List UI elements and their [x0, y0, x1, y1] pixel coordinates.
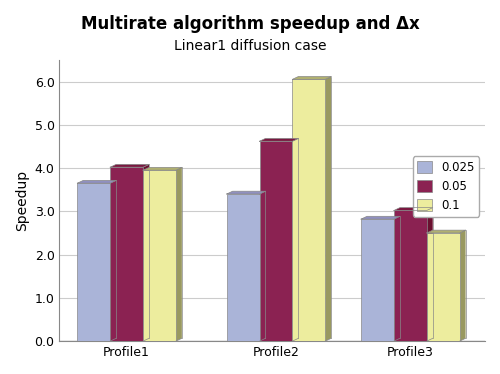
Legend: 0.025, 0.05, 0.1: 0.025, 0.05, 0.1 — [412, 156, 479, 217]
Bar — [226, 194, 260, 341]
Bar — [110, 167, 143, 341]
Bar — [394, 211, 427, 341]
Polygon shape — [176, 168, 182, 341]
Polygon shape — [361, 216, 400, 219]
Polygon shape — [325, 77, 331, 341]
Polygon shape — [226, 191, 266, 194]
Polygon shape — [292, 77, 331, 79]
Bar — [78, 183, 110, 341]
Text: Multirate algorithm speedup and Δx: Multirate algorithm speedup and Δx — [80, 15, 419, 33]
Bar — [361, 219, 394, 341]
Polygon shape — [427, 230, 466, 233]
Polygon shape — [427, 208, 432, 341]
Polygon shape — [260, 138, 298, 141]
Polygon shape — [260, 191, 266, 341]
Polygon shape — [143, 168, 182, 170]
Polygon shape — [110, 180, 116, 341]
Polygon shape — [143, 165, 149, 341]
Bar — [292, 79, 325, 341]
Polygon shape — [460, 230, 466, 341]
Polygon shape — [292, 138, 298, 341]
Bar — [143, 170, 176, 341]
Bar — [260, 141, 292, 341]
Bar — [60, 341, 485, 349]
Polygon shape — [394, 216, 400, 341]
Polygon shape — [394, 208, 432, 211]
Bar — [427, 233, 460, 341]
Text: Linear1 diffusion case: Linear1 diffusion case — [174, 39, 326, 53]
Polygon shape — [110, 165, 149, 167]
Y-axis label: Speedup: Speedup — [15, 170, 29, 231]
Polygon shape — [78, 180, 116, 183]
